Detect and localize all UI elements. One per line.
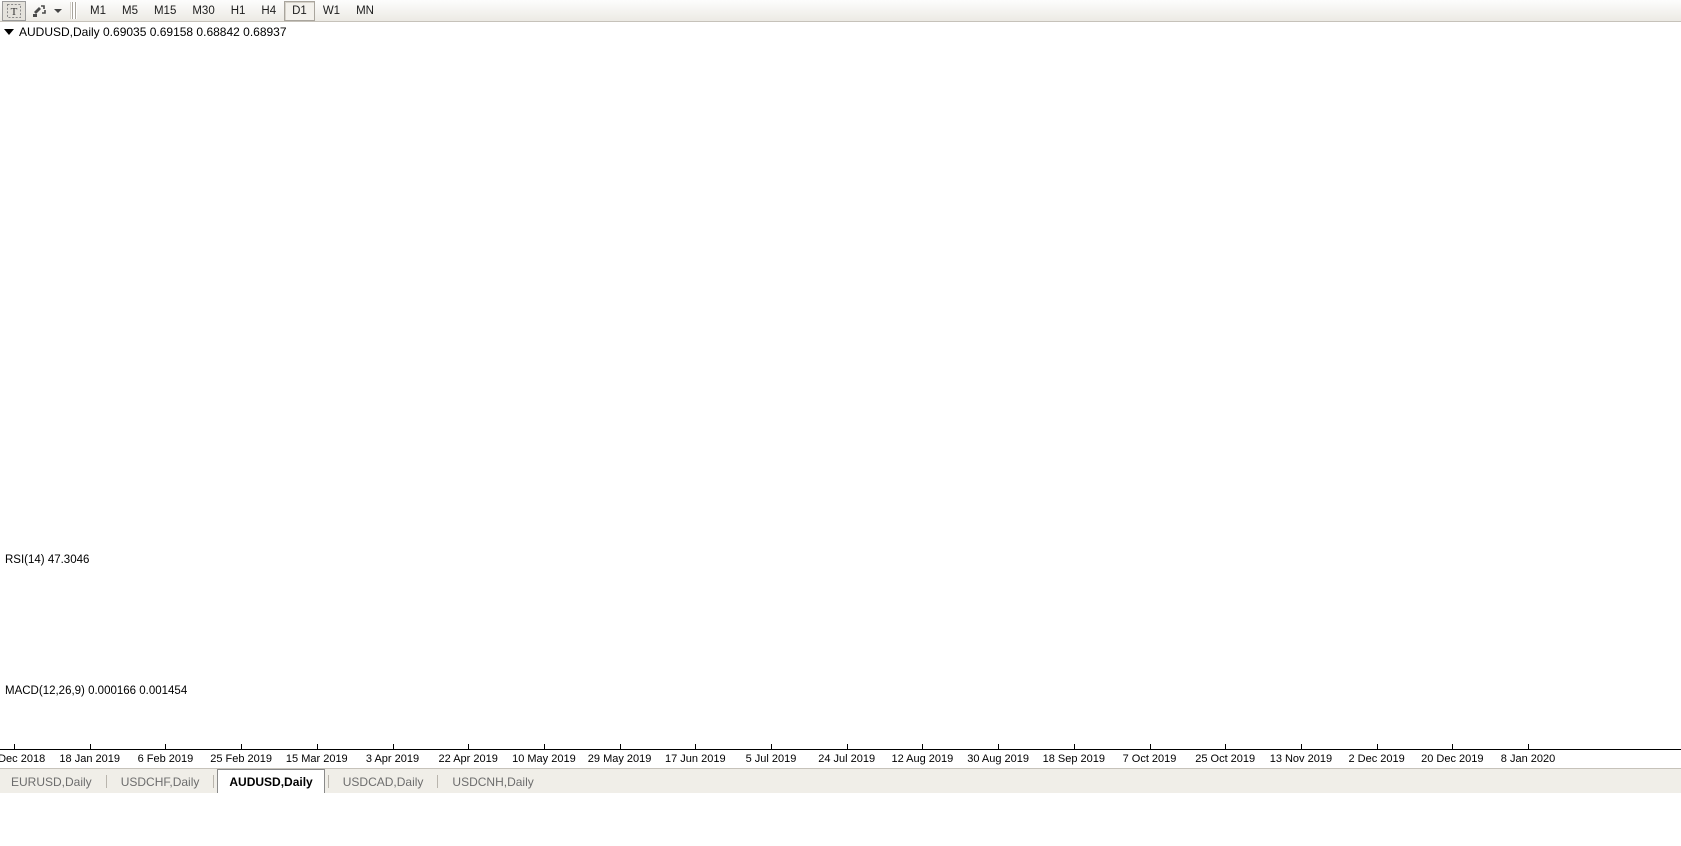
tab-divider (327, 775, 329, 788)
time-tick (1073, 744, 1075, 750)
timeframe-button-m5[interactable]: M5 (121, 4, 138, 17)
time-axis-label: 30 Aug 2019 (967, 753, 1029, 765)
time-axis-label: 25 Oct 2019 (1195, 753, 1256, 765)
time-axis-label: 10 May 2019 (512, 753, 576, 765)
time-tick (695, 744, 697, 750)
timeframe-button-h1[interactable]: H1 (230, 4, 246, 17)
time-tick (1300, 744, 1302, 750)
time-tick (619, 744, 621, 750)
timeframe-button-mn[interactable]: MN (356, 4, 374, 17)
chart-menu-caret-icon[interactable] (4, 29, 14, 35)
time-axis-label: 8 Jan 2020 (1500, 753, 1556, 765)
time-tick (165, 744, 167, 750)
tab-divider (105, 775, 107, 788)
time-tick (1452, 744, 1454, 750)
time-tick (846, 744, 848, 750)
tab-divider (213, 775, 215, 788)
time-axis-label: 25 Feb 2019 (210, 753, 272, 765)
time-tick (1225, 744, 1227, 750)
chart-tabbar: EURUSD,Daily USDCHF,Daily AUDUSD,Daily USDC… (0, 768, 1681, 846)
timeframe-button-h4[interactable]: H4 (261, 4, 277, 17)
time-tick (14, 744, 15, 750)
time-tick (468, 744, 470, 750)
time-axis-label: 2 Dec 2019 (1348, 753, 1405, 765)
time-axis-label: 22 Apr 2019 (438, 753, 498, 765)
time-tick (1376, 744, 1378, 750)
text-tool-icon: T (7, 3, 21, 18)
time-axis-label: 6 Feb 2019 (137, 753, 194, 765)
chart-tabs: EURUSD,Daily USDCHF,Daily AUDUSD,Daily USDC… (0, 769, 545, 794)
time-axis-label: 24 Jul 2019 (818, 753, 876, 765)
time-tick (89, 744, 91, 750)
time-axis-label: 18 Jan 2019 (59, 753, 120, 765)
time-axis-label: 13 Nov 2019 (1269, 753, 1333, 765)
text-tool-button[interactable]: T (2, 0, 26, 21)
chart-tab-usdchf[interactable]: USDCHF,Daily (120, 775, 200, 789)
time-tick (771, 744, 772, 750)
time-tick (1528, 744, 1529, 750)
time-axis-label: 3 Apr 2019 (365, 753, 420, 765)
rsi-title: RSI(14) 47.3046 (5, 554, 90, 566)
time-axis-label: 18 Sep 2019 (1042, 753, 1105, 765)
time-axis[interactable]: 31 Dec 2018 18 Jan 2019 6 Feb 2019 25 Feb 2… (0, 744, 1681, 768)
tool-dropdown-caret[interactable] (52, 1, 64, 21)
time-axis-label: 15 Mar 2019 (285, 753, 348, 765)
timeframe-button-m15[interactable]: M15 (153, 4, 177, 17)
timeframe-button-m1[interactable]: M1 (90, 4, 106, 17)
tab-divider (437, 775, 439, 788)
time-axis-label: 29 May 2019 (587, 753, 652, 765)
crosshair-tool-button[interactable] (28, 1, 52, 21)
chart-tab-usdcnh[interactable]: USDCNH,Daily (452, 775, 534, 789)
chart-tab-eurusd[interactable]: EURUSD,Daily (11, 775, 92, 789)
tabbar-filler (0, 793, 1681, 846)
chart-tab-audusd[interactable]: AUDUSD,Daily (217, 769, 325, 794)
time-axis-label: 20 Dec 2019 (1421, 753, 1484, 765)
time-tick (543, 744, 545, 750)
svg-text:T: T (11, 6, 18, 18)
main-toolbar: T M1 M5 M15 M30 H1 H4 D1 W1 MN (0, 0, 1681, 22)
symbol-ohlc-label: AUDUSD,Daily 0.69035 0.69158 0.68842 0.6… (19, 25, 287, 39)
time-tick (922, 744, 924, 750)
timeframe-button-w1[interactable]: W1 (322, 4, 341, 17)
timeframe-button-m30[interactable]: M30 (192, 4, 215, 17)
toolbar-grip[interactable] (70, 2, 77, 19)
time-tick (316, 744, 318, 750)
time-tick (392, 744, 394, 750)
time-axis-label: 7 Oct 2019 (1122, 753, 1177, 765)
time-axis-label: 5 Jul 2019 (745, 753, 797, 765)
time-axis-label: 31 Dec 2018 (0, 753, 46, 765)
timeframe-button-d1[interactable]: D1 (284, 0, 315, 21)
time-tick (1149, 744, 1151, 750)
chart-workspace[interactable]: 0.732400.728500.724600.720600.716700.712… (0, 22, 1681, 768)
chart-tab-usdcad[interactable]: USDCAD,Daily (342, 775, 424, 789)
timeframe-group: M1 M5 M15 M30 H1 H4 D1 W1 MN (82, 0, 382, 21)
time-axis-label: 17 Jun 2019 (665, 753, 726, 765)
time-tick (998, 744, 1000, 750)
time-axis-label: 12 Aug 2019 (891, 753, 954, 765)
symbol-title-row[interactable]: AUDUSD,Daily 0.69035 0.69158 0.68842 0.6… (4, 25, 287, 39)
macd-title: MACD(12,26,9) 0.000166 0.001454 (5, 685, 188, 697)
time-tick (241, 744, 243, 750)
crosshair-tool-icon (33, 4, 46, 17)
